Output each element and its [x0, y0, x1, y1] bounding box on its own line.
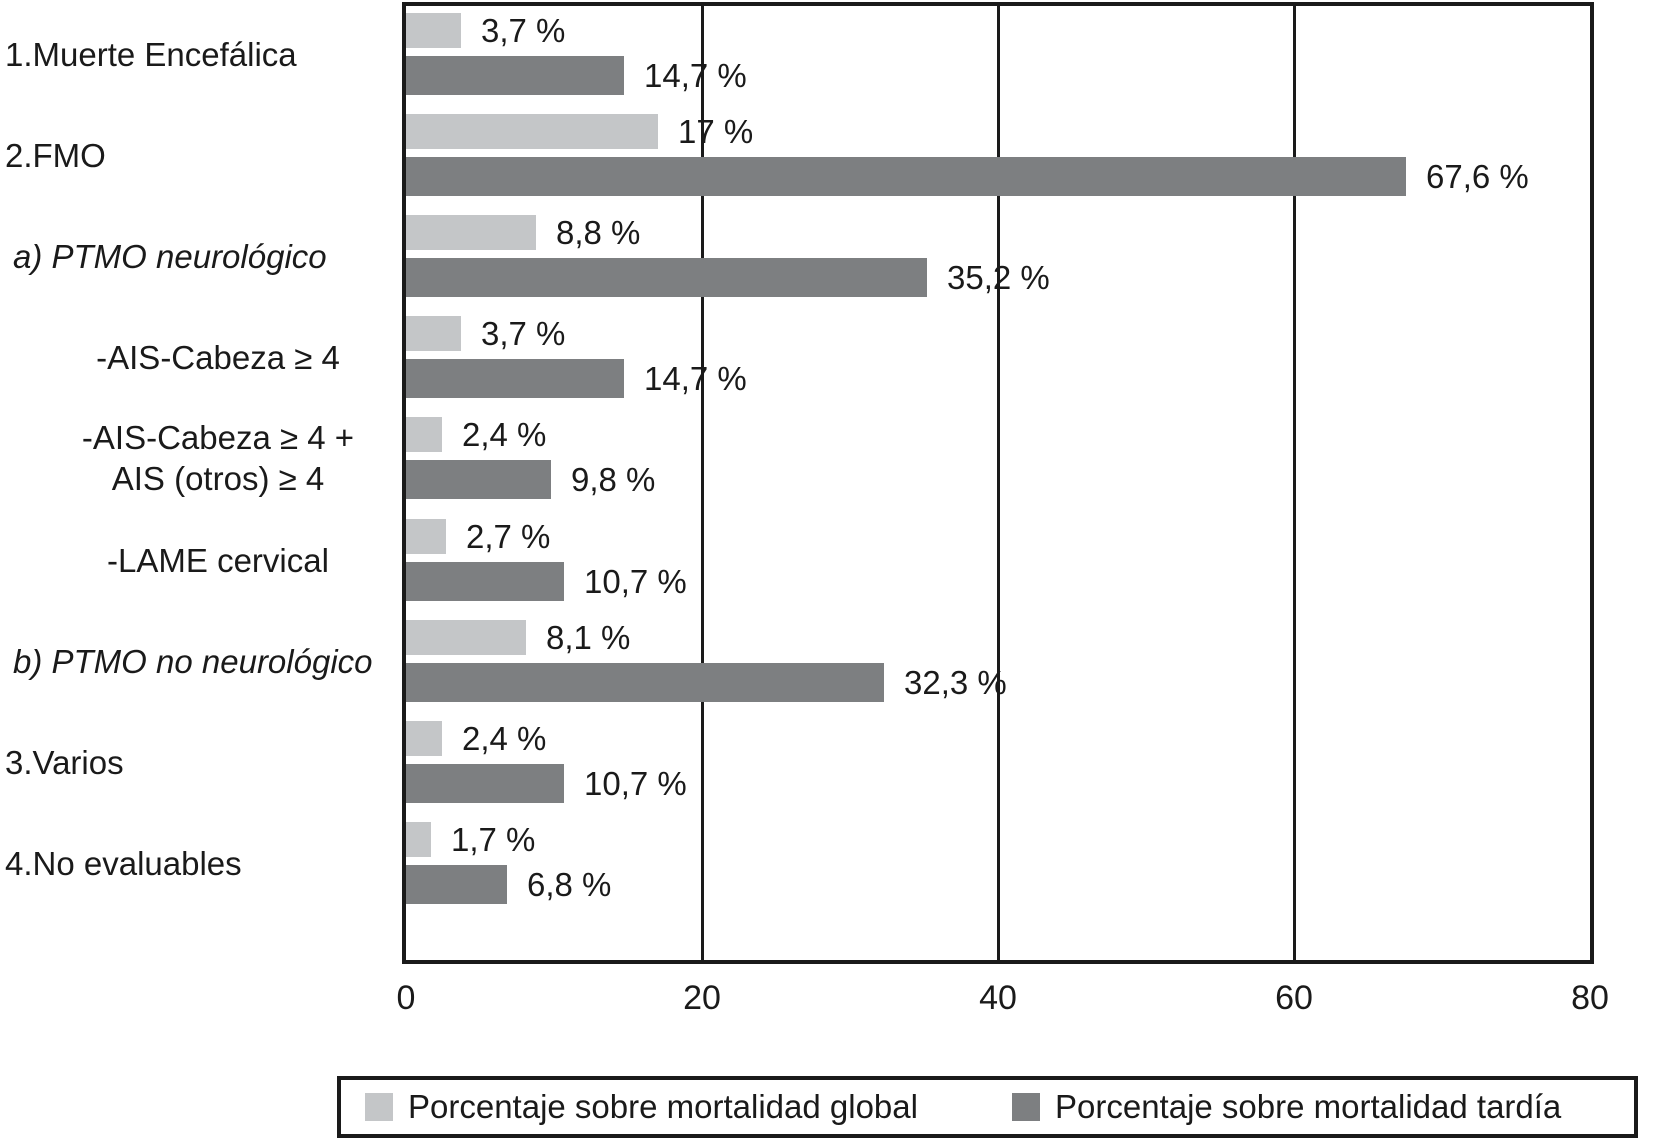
gridline: [997, 6, 1000, 960]
bar-mortalidad-global: [406, 721, 442, 756]
bar-mortalidad-global: [406, 417, 442, 452]
bar-mortalidad-global: [406, 620, 526, 655]
x-axis-tick: 40: [979, 979, 1017, 1017]
bar-value-label: 6,8 %: [527, 865, 612, 903]
bar-value-label: 8,1 %: [546, 618, 631, 656]
category-label: b) PTMO no neurológico: [0, 609, 400, 713]
category-label-line: b) PTMO no neurológico: [13, 642, 373, 680]
category-label-line: -AIS-Cabeza ≥ 4 +: [81, 419, 355, 456]
bar-mortalidad-global: [406, 13, 461, 48]
category-label: -AIS-Cabeza ≥ 4 + AIS (otros) ≥ 4: [0, 406, 400, 510]
bar-mortalidad-global: [406, 114, 658, 149]
category-label: 2.FMO: [0, 103, 400, 207]
bar-value-label: 14,7 %: [644, 56, 747, 94]
bar-mortalidad-tardia: [406, 562, 564, 601]
category-label: -AIS-Cabeza ≥ 4: [0, 305, 400, 409]
category-label-line: 3.Varios: [5, 743, 124, 781]
bar-mortalidad-global: [406, 822, 431, 857]
legend: Porcentaje sobre mortalidad global Porce…: [337, 1076, 1638, 1138]
bar-mortalidad-global: [406, 519, 446, 554]
category-label-line: -AIS-Cabeza ≥ 4: [96, 338, 340, 376]
bar-value-label: 32,3 %: [904, 663, 1007, 701]
legend-swatch-tardia-icon: [1012, 1093, 1040, 1121]
gridline: [701, 6, 704, 960]
x-axis-tick: 60: [1275, 979, 1313, 1017]
x-axis-tick: 80: [1571, 979, 1609, 1017]
bar-value-label: 35,2 %: [947, 258, 1050, 296]
gridline: [1293, 6, 1296, 960]
bar-mortalidad-global: [406, 316, 461, 351]
bar-value-label: 8,8 %: [556, 213, 641, 251]
legend-item-global: Porcentaje sobre mortalidad global: [365, 1080, 918, 1134]
bar-mortalidad-tardia: [406, 157, 1406, 196]
category-label-line: 1.Muerte Encefálica: [5, 35, 297, 73]
bar-mortalidad-tardia: [406, 460, 551, 499]
bar-value-label: 17 %: [678, 112, 754, 150]
legend-swatch-global-icon: [365, 1093, 393, 1121]
bar-value-label: 3,7 %: [481, 314, 566, 352]
legend-label-global: Porcentaje sobre mortalidad global: [408, 1088, 918, 1125]
bar-value-label: 2,4 %: [462, 415, 547, 453]
bar-mortalidad-global: [406, 215, 536, 250]
bar-value-label: 67,6 %: [1426, 157, 1529, 195]
bar-value-label: 9,8 %: [571, 460, 656, 498]
bar-mortalidad-tardia: [406, 56, 624, 95]
bar-value-label: 3,7 %: [481, 11, 566, 49]
category-label-line: -LAME cervical: [107, 541, 329, 579]
bar-mortalidad-tardia: [406, 663, 884, 702]
legend-label-tardia: Porcentaje sobre mortalidad tardía: [1055, 1088, 1562, 1125]
bar-value-label: 10,7 %: [584, 562, 687, 600]
bar-mortalidad-tardia: [406, 865, 507, 904]
x-axis-tick: 20: [683, 979, 721, 1017]
x-axis: 0 20 40 60 80: [0, 979, 1659, 1024]
category-label-line: 4.No evaluables: [5, 844, 242, 882]
category-label: 1.Muerte Encefálica: [0, 2, 400, 106]
category-label: -LAME cervical: [0, 508, 400, 612]
category-axis: 1.Muerte Encefálica 2.FMO a) PTMO neurológ…: [0, 6, 400, 964]
bar-value-label: 2,4 %: [462, 719, 547, 757]
category-label-line: a) PTMO neurológico: [13, 237, 327, 275]
bar-value-label: 10,7 %: [584, 764, 687, 802]
category-label-line: 2.FMO: [5, 136, 106, 174]
x-axis-tick: 0: [396, 979, 416, 1017]
bar-mortalidad-tardia: [406, 764, 564, 803]
bar-mortalidad-tardia: [406, 258, 927, 297]
bar-value-label: 2,7 %: [466, 517, 551, 555]
bar-mortalidad-tardia: [406, 359, 624, 398]
category-label-line: AIS (otros) ≥ 4: [111, 460, 325, 497]
legend-item-tardia: Porcentaje sobre mortalidad tardía: [1012, 1080, 1561, 1134]
category-label: 4.No evaluables: [0, 811, 400, 915]
plot-area: 3,7 % 14,7 % 17 % 67,6 % 8,8 % 35,2 % 3,7 % 14,…: [402, 2, 1594, 964]
category-label: a) PTMO neurológico: [0, 204, 400, 308]
category-label: 3.Varios: [0, 710, 400, 814]
bar-value-label: 1,7 %: [451, 820, 536, 858]
bar-value-label: 14,7 %: [644, 359, 747, 397]
